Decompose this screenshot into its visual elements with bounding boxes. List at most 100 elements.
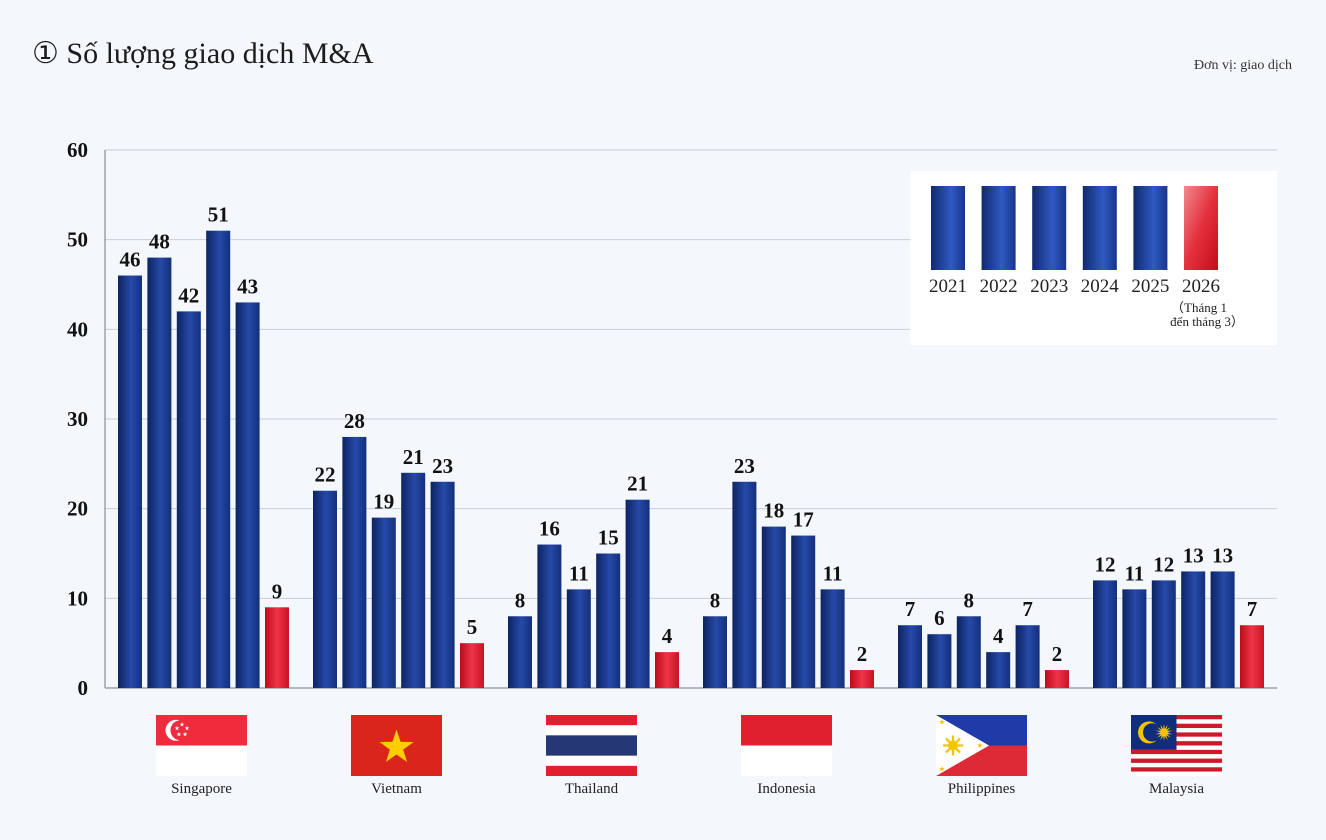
unit-label: Đơn vị: giao dịch [1194,58,1292,73]
legend-label: 2026 [1182,276,1220,297]
bar-vietnam-2026 [460,643,484,688]
data-label: 8 [710,588,721,612]
bar-indonesia-2024 [791,535,816,688]
category-label: Indonesia [757,781,816,797]
data-label: 12 [1153,552,1174,576]
data-label: 7 [1247,597,1258,621]
bar-group-singapore: 46 48 42 51 43 9 [118,203,289,688]
data-label: 12 [1095,552,1116,576]
bar-malaysia-2025 [1210,571,1235,688]
legend-swatch-2023 [1032,186,1067,270]
data-label: 18 [763,499,784,523]
bar-thailand-2024 [596,553,621,688]
data-label: 11 [823,561,843,585]
bar-philippines-2023 [956,616,981,688]
data-label: 13 [1183,543,1204,567]
bar-malaysia-2024 [1181,571,1206,688]
data-label: 11 [1124,561,1144,585]
data-label: 48 [149,230,170,254]
data-label: 2 [857,642,868,666]
data-label: 7 [905,597,916,621]
legend-swatch-2026 [1184,186,1218,270]
bar-indonesia-2022 [732,481,757,688]
philippines-flag-icon [936,715,1027,776]
bar-malaysia-2023 [1151,580,1176,688]
data-label: 28 [344,409,365,433]
data-label: 5 [467,615,478,639]
data-label: 4 [993,624,1004,648]
y-tick-label: 0 [78,676,89,700]
data-label: 2 [1052,642,1063,666]
data-label: 51 [208,203,229,227]
category-label: Malaysia [1149,781,1204,797]
chart-title: ① Số lượng giao dịch M&A [32,37,374,70]
data-label: 42 [178,283,199,307]
y-tick-label: 50 [67,228,88,252]
bar-group-malaysia: 12 11 12 13 13 7 [1093,543,1264,688]
bar-group-thailand: 8 16 11 15 21 4 [508,472,679,688]
singapore-flag-icon [156,715,247,776]
bar-philippines-2024 [986,652,1011,688]
bar-singapore-2023 [176,311,201,688]
data-label: 19 [373,490,394,514]
y-tick-label: 60 [67,138,88,162]
data-label: 9 [272,579,283,603]
bar-group-vietnam: 22 28 19 21 23 5 [313,409,484,688]
data-label: 17 [793,508,814,532]
bar-indonesia-2021 [703,616,727,688]
bar-philippines-2022 [927,634,952,688]
data-label: 46 [120,248,141,272]
data-label: 23 [734,454,755,478]
legend-note: đến tháng 3） [1170,314,1244,329]
bar-group-indonesia: 8 23 18 17 11 2 [703,454,874,688]
bar-malaysia-2026 [1240,625,1264,688]
data-label: 6 [934,606,945,630]
data-label: 8 [515,588,526,612]
y-tick-label: 10 [67,586,88,610]
y-tick-label: 20 [67,497,88,521]
bar-philippines-2021 [898,625,922,688]
bar-philippines-2025 [1015,625,1040,688]
bar-malaysia-2021 [1093,580,1117,688]
data-label: 13 [1212,543,1233,567]
y-tick-label: 30 [67,407,88,431]
bar-vietnam-2022 [342,436,367,688]
indonesia-flag-icon [741,715,832,776]
data-label: 43 [237,274,258,298]
bar-singapore-2021 [118,275,142,688]
bar-thailand-2022 [537,544,562,688]
thailand-flag-icon [546,715,637,776]
data-label: 21 [627,472,648,496]
bar-indonesia-2026 [850,670,874,688]
legend-label: 2025 [1131,276,1169,297]
legend-swatch-2022 [981,186,1016,270]
data-label: 15 [598,526,619,550]
data-label: 8 [964,588,975,612]
legend-swatch-2024 [1082,186,1117,270]
bar-thailand-2025 [625,499,650,688]
data-label: 21 [403,445,424,469]
category-label: Philippines [948,781,1016,797]
legend-swatch-2021 [931,186,965,270]
bar-indonesia-2025 [820,589,845,688]
data-label: 4 [662,624,673,648]
category-label: Vietnam [371,781,422,797]
legend-note: （Tháng 1 [1171,300,1227,315]
malaysia-flag-icon [1131,715,1222,776]
legend-swatch-2025 [1133,186,1168,270]
category-label: Singapore [171,781,232,797]
data-label: 7 [1022,597,1033,621]
bar-vietnam-2025 [430,481,455,688]
bar-philippines-2026 [1045,670,1069,688]
legend-label: 2021 [929,276,967,297]
bar-singapore-2024 [206,230,231,688]
legend-label: 2023 [1030,276,1068,297]
bar-indonesia-2023 [761,526,786,688]
legend-label: 2024 [1081,276,1120,297]
legend-label: 2022 [980,276,1018,297]
bar-vietnam-2023 [371,517,396,688]
bar-singapore-2025 [235,302,260,688]
